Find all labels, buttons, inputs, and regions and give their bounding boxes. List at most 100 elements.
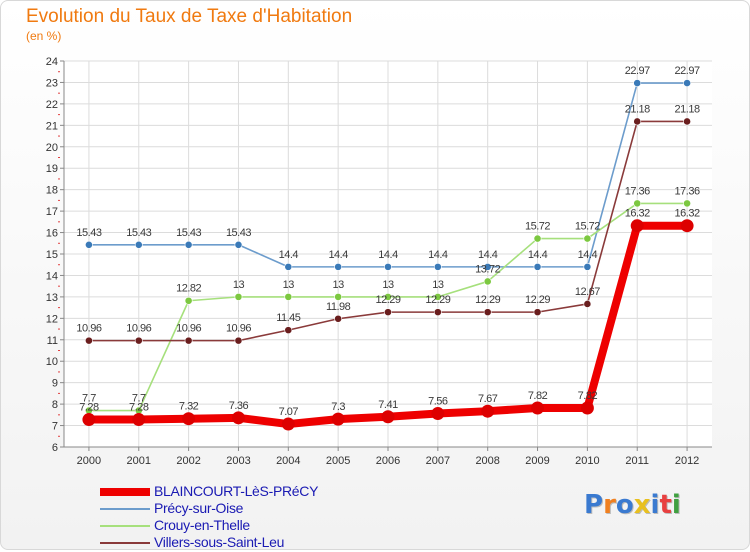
data-label: 7.82 (578, 390, 598, 402)
data-label: 14.4 (328, 249, 348, 261)
data-label-layer: 7.28 7.28 7.32 7.36 7.07 7.3 7.41 7.56 7.67 7.82 7… (76, 65, 700, 418)
data-point (134, 240, 143, 249)
grid-layer (64, 60, 712, 448)
data-point (533, 262, 542, 271)
data-point (134, 336, 143, 345)
data-point (481, 404, 495, 418)
data-point (234, 336, 243, 345)
data-point (533, 234, 542, 243)
legend-swatch (100, 542, 150, 544)
data-label: 7.28 (79, 402, 99, 414)
data-label: 7.32 (179, 401, 199, 413)
y-tick-label: 12 (46, 313, 58, 325)
data-point (431, 407, 445, 421)
data-point (683, 199, 691, 208)
x-tick-label: 2009 (525, 455, 549, 467)
data-label: 22.97 (625, 65, 650, 77)
data-point (384, 262, 392, 271)
data-label: 12.29 (375, 294, 400, 306)
data-label: 7.41 (378, 399, 398, 411)
y-tick-label: 20 (46, 142, 58, 154)
logo-letter: t (659, 490, 672, 520)
data-point (580, 401, 594, 415)
x-tick-label: 2011 (625, 455, 649, 467)
data-label: 12.67 (575, 286, 600, 298)
y-tick-label: 10 (46, 356, 58, 368)
chart-title: Evolution du Taux de Taxe d'Habitation (26, 6, 353, 27)
data-label: 14.4 (378, 249, 398, 261)
data-point (334, 262, 343, 271)
data-label: 22.97 (675, 65, 700, 77)
data-point (533, 308, 542, 317)
x-tick-label: 2006 (376, 455, 400, 467)
data-point (433, 292, 442, 301)
y-tick-label: 7 (52, 421, 58, 433)
x-tick-label: 2005 (326, 455, 350, 467)
y-tick-label: 11 (47, 335, 58, 347)
data-label: 7.7 (132, 393, 146, 405)
data-label: 11.45 (276, 312, 301, 324)
data-point (583, 234, 592, 243)
data-label: 7.07 (279, 406, 299, 418)
data-point (583, 262, 592, 271)
data-label: 15.43 (226, 227, 251, 239)
data-label: 7.56 (428, 396, 448, 408)
y-tick-label: 13 (46, 292, 58, 304)
data-point (683, 117, 691, 126)
data-point (483, 262, 492, 271)
logo-letter: r (603, 490, 616, 520)
legend-label: Crouy-en-Thelle (154, 517, 250, 533)
data-point (633, 199, 642, 208)
x-tick-label: 2003 (226, 455, 250, 467)
data-label: 16.32 (675, 208, 700, 220)
data-point (234, 292, 243, 301)
data-point (231, 411, 245, 425)
data-label: 7.82 (528, 390, 548, 402)
data-label: 12.29 (425, 294, 450, 306)
x-tick-label: 2008 (475, 455, 499, 467)
data-label: 12.29 (475, 294, 500, 306)
data-label: 15.43 (76, 227, 101, 239)
data-point (531, 401, 545, 415)
data-label: 14.4 (578, 249, 598, 261)
legend-label: Précy-sur-Oise (154, 500, 244, 516)
y-tick-label: 16 (46, 228, 58, 240)
data-point (184, 336, 193, 345)
x-tick-label: 2000 (77, 455, 101, 467)
data-point (334, 292, 343, 301)
y-tick-label: 19 (46, 163, 58, 175)
data-point (483, 308, 492, 317)
data-label: 7.36 (229, 400, 249, 412)
data-point (85, 240, 93, 249)
data-point (182, 412, 196, 426)
data-point (633, 79, 642, 87)
y-tick-label: 8 (52, 399, 58, 411)
logo-letter: x (633, 490, 651, 520)
axis-layer: 6 7 8 9 10 11 12 13 14 15 16 17 18 19 20 21 22 23 24 2000 20… (46, 56, 712, 467)
data-point (284, 292, 293, 301)
legend-label: BLAINCOURT-LèS-PRéCY (154, 483, 319, 499)
data-point (384, 292, 392, 301)
data-label: 13.72 (475, 263, 500, 275)
data-point (334, 314, 343, 323)
data-point (82, 413, 96, 427)
data-point (583, 300, 592, 308)
data-label: 10.96 (126, 323, 151, 335)
data-point (384, 308, 392, 317)
data-point (633, 117, 642, 126)
data-point (184, 296, 193, 305)
data-label: 15.43 (126, 227, 151, 239)
data-label: 15.72 (525, 221, 550, 233)
y-tick-label: 15 (46, 249, 58, 261)
data-point (85, 336, 93, 345)
data-label: 11.98 (326, 301, 351, 313)
logo-letter: o (615, 490, 634, 520)
data-point (284, 326, 293, 335)
data-label: 15.72 (575, 221, 600, 233)
logo-letter: i (650, 490, 660, 520)
y-tick-label: 21 (46, 120, 58, 132)
data-label: 12.29 (525, 294, 550, 306)
y-tick-label: 14 (46, 270, 58, 282)
y-tick-label: 17 (46, 206, 58, 218)
